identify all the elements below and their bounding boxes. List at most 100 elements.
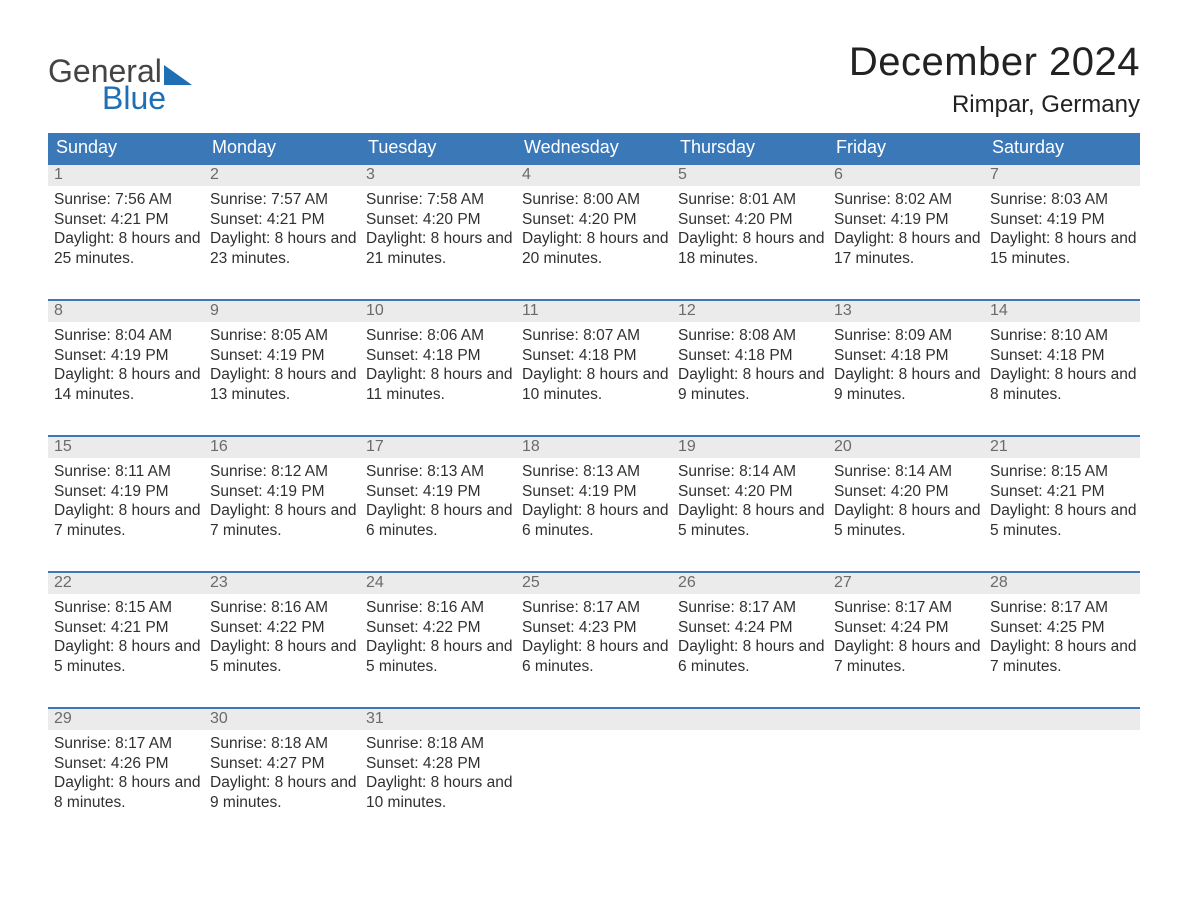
calendar-cell: 28Sunrise: 8:17 AMSunset: 4:25 PMDayligh… <box>984 573 1140 691</box>
sunrise-line: Sunrise: 8:08 AM <box>678 326 828 346</box>
day-number: 18 <box>516 437 672 458</box>
day-number: 9 <box>204 301 360 322</box>
day-details: Sunrise: 8:18 AMSunset: 4:28 PMDaylight:… <box>360 730 516 812</box>
day-number: 6 <box>828 165 984 186</box>
sunset-line: Sunset: 4:19 PM <box>210 482 360 502</box>
calendar-cell: 17Sunrise: 8:13 AMSunset: 4:19 PMDayligh… <box>360 437 516 555</box>
page: General Blue December 2024 Rimpar, Germa… <box>0 0 1188 887</box>
sunset-line: Sunset: 4:19 PM <box>834 210 984 230</box>
day-number-empty <box>984 709 1140 730</box>
sunrise-line: Sunrise: 8:16 AM <box>210 598 360 618</box>
calendar-cell: 11Sunrise: 8:07 AMSunset: 4:18 PMDayligh… <box>516 301 672 419</box>
sunrise-line: Sunrise: 8:18 AM <box>366 734 516 754</box>
day-number: 15 <box>48 437 204 458</box>
sunrise-line: Sunrise: 8:09 AM <box>834 326 984 346</box>
day-number: 30 <box>204 709 360 730</box>
daylight-line: Daylight: 8 hours and 13 minutes. <box>210 365 360 404</box>
daylight-line: Daylight: 8 hours and 6 minutes. <box>678 637 828 676</box>
day-details: Sunrise: 7:57 AMSunset: 4:21 PMDaylight:… <box>204 186 360 268</box>
day-details: Sunrise: 8:11 AMSunset: 4:19 PMDaylight:… <box>48 458 204 540</box>
sunrise-line: Sunrise: 8:14 AM <box>834 462 984 482</box>
daylight-line: Daylight: 8 hours and 20 minutes. <box>522 229 672 268</box>
calendar-cell: 5Sunrise: 8:01 AMSunset: 4:20 PMDaylight… <box>672 165 828 283</box>
calendar-cell: 30Sunrise: 8:18 AMSunset: 4:27 PMDayligh… <box>204 709 360 827</box>
titles: December 2024 Rimpar, Germany <box>849 40 1140 119</box>
day-number: 1 <box>48 165 204 186</box>
calendar-cell: 9Sunrise: 8:05 AMSunset: 4:19 PMDaylight… <box>204 301 360 419</box>
sunrise-line: Sunrise: 8:03 AM <box>990 190 1140 210</box>
day-number: 29 <box>48 709 204 730</box>
daylight-line: Daylight: 8 hours and 9 minutes. <box>834 365 984 404</box>
daylight-line: Daylight: 8 hours and 5 minutes. <box>366 637 516 676</box>
sunset-line: Sunset: 4:20 PM <box>522 210 672 230</box>
calendar: SundayMondayTuesdayWednesdayThursdayFrid… <box>48 133 1140 827</box>
sunrise-line: Sunrise: 8:17 AM <box>678 598 828 618</box>
calendar-cell: 2Sunrise: 7:57 AMSunset: 4:21 PMDaylight… <box>204 165 360 283</box>
day-details: Sunrise: 8:04 AMSunset: 4:19 PMDaylight:… <box>48 322 204 404</box>
day-number: 26 <box>672 573 828 594</box>
sunset-line: Sunset: 4:24 PM <box>678 618 828 638</box>
week-row: 1Sunrise: 7:56 AMSunset: 4:21 PMDaylight… <box>48 163 1140 283</box>
sunset-line: Sunset: 4:20 PM <box>678 482 828 502</box>
daylight-line: Daylight: 8 hours and 17 minutes. <box>834 229 984 268</box>
daylight-line: Daylight: 8 hours and 8 minutes. <box>54 773 204 812</box>
day-number: 17 <box>360 437 516 458</box>
calendar-cell <box>984 709 1140 827</box>
day-details: Sunrise: 8:05 AMSunset: 4:19 PMDaylight:… <box>204 322 360 404</box>
sunset-line: Sunset: 4:18 PM <box>990 346 1140 366</box>
day-details: Sunrise: 8:15 AMSunset: 4:21 PMDaylight:… <box>48 594 204 676</box>
sunrise-line: Sunrise: 8:17 AM <box>834 598 984 618</box>
week-row: 29Sunrise: 8:17 AMSunset: 4:26 PMDayligh… <box>48 707 1140 827</box>
daylight-line: Daylight: 8 hours and 5 minutes. <box>54 637 204 676</box>
daylight-line: Daylight: 8 hours and 8 minutes. <box>990 365 1140 404</box>
location: Rimpar, Germany <box>849 91 1140 119</box>
day-details: Sunrise: 7:58 AMSunset: 4:20 PMDaylight:… <box>360 186 516 268</box>
day-number: 13 <box>828 301 984 322</box>
sunrise-line: Sunrise: 8:00 AM <box>522 190 672 210</box>
day-number-empty <box>672 709 828 730</box>
sunrise-line: Sunrise: 7:56 AM <box>54 190 204 210</box>
day-number: 7 <box>984 165 1140 186</box>
calendar-cell: 4Sunrise: 8:00 AMSunset: 4:20 PMDaylight… <box>516 165 672 283</box>
day-number: 22 <box>48 573 204 594</box>
calendar-cell: 24Sunrise: 8:16 AMSunset: 4:22 PMDayligh… <box>360 573 516 691</box>
day-number: 23 <box>204 573 360 594</box>
day-number: 10 <box>360 301 516 322</box>
calendar-cell: 29Sunrise: 8:17 AMSunset: 4:26 PMDayligh… <box>48 709 204 827</box>
day-number: 20 <box>828 437 984 458</box>
sunrise-line: Sunrise: 8:13 AM <box>522 462 672 482</box>
daylight-line: Daylight: 8 hours and 5 minutes. <box>210 637 360 676</box>
sunrise-line: Sunrise: 8:01 AM <box>678 190 828 210</box>
sunrise-line: Sunrise: 8:15 AM <box>54 598 204 618</box>
calendar-cell <box>828 709 984 827</box>
sunset-line: Sunset: 4:20 PM <box>834 482 984 502</box>
day-details: Sunrise: 8:16 AMSunset: 4:22 PMDaylight:… <box>204 594 360 676</box>
sunrise-line: Sunrise: 8:16 AM <box>366 598 516 618</box>
week-row: 8Sunrise: 8:04 AMSunset: 4:19 PMDaylight… <box>48 299 1140 419</box>
sunset-line: Sunset: 4:18 PM <box>366 346 516 366</box>
sunset-line: Sunset: 4:22 PM <box>210 618 360 638</box>
sunrise-line: Sunrise: 8:18 AM <box>210 734 360 754</box>
day-details: Sunrise: 8:14 AMSunset: 4:20 PMDaylight:… <box>672 458 828 540</box>
day-details: Sunrise: 8:14 AMSunset: 4:20 PMDaylight:… <box>828 458 984 540</box>
month-title: December 2024 <box>849 40 1140 85</box>
sunrise-line: Sunrise: 7:58 AM <box>366 190 516 210</box>
day-details: Sunrise: 8:15 AMSunset: 4:21 PMDaylight:… <box>984 458 1140 540</box>
calendar-cell: 15Sunrise: 8:11 AMSunset: 4:19 PMDayligh… <box>48 437 204 555</box>
day-details: Sunrise: 8:01 AMSunset: 4:20 PMDaylight:… <box>672 186 828 268</box>
dow-header: Thursday <box>672 133 828 163</box>
day-details: Sunrise: 8:17 AMSunset: 4:25 PMDaylight:… <box>984 594 1140 676</box>
dow-header: Monday <box>204 133 360 163</box>
day-number: 25 <box>516 573 672 594</box>
logo-text-blue: Blue <box>102 80 166 116</box>
day-details: Sunrise: 8:13 AMSunset: 4:19 PMDaylight:… <box>516 458 672 540</box>
day-number: 12 <box>672 301 828 322</box>
calendar-cell: 12Sunrise: 8:08 AMSunset: 4:18 PMDayligh… <box>672 301 828 419</box>
day-number: 19 <box>672 437 828 458</box>
sunrise-line: Sunrise: 8:17 AM <box>54 734 204 754</box>
day-details: Sunrise: 8:12 AMSunset: 4:19 PMDaylight:… <box>204 458 360 540</box>
day-details: Sunrise: 8:10 AMSunset: 4:18 PMDaylight:… <box>984 322 1140 404</box>
day-number-empty <box>828 709 984 730</box>
daylight-line: Daylight: 8 hours and 7 minutes. <box>54 501 204 540</box>
day-number: 14 <box>984 301 1140 322</box>
